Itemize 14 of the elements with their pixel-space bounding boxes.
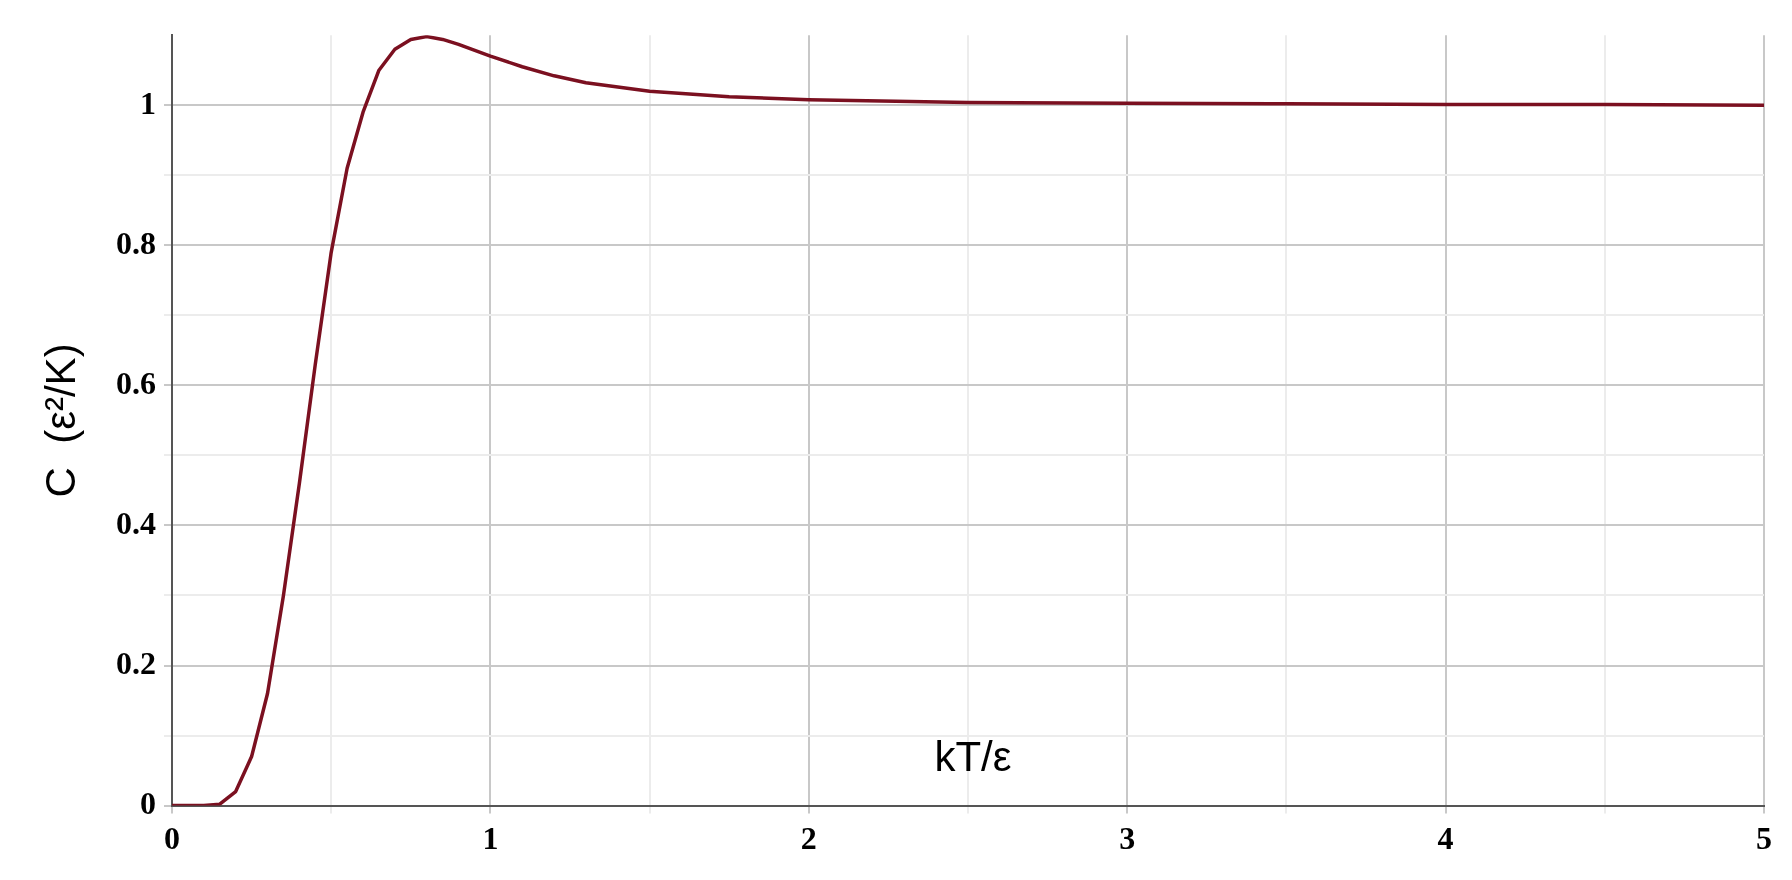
x-tick-label: 4: [1437, 820, 1454, 857]
y-tick-label: 1: [140, 84, 156, 121]
y-tick-label: 0.6: [116, 364, 156, 401]
x-tick-label: 1: [482, 820, 499, 857]
x-axis-title: kT/ε: [934, 733, 1012, 781]
y-axis-title: C (ε²/K): [36, 343, 84, 498]
x-tick-label: 2: [800, 820, 817, 857]
y-tick-label: 0.8: [116, 224, 156, 261]
x-tick-label: 0: [164, 820, 180, 857]
x-tick-label: 3: [1119, 820, 1136, 857]
y-tick-label: 0.2: [116, 644, 156, 681]
x-tick-label: 5: [1756, 820, 1772, 857]
y-tick-label: 0: [140, 784, 156, 821]
y-tick-label: 0.4: [116, 504, 156, 541]
